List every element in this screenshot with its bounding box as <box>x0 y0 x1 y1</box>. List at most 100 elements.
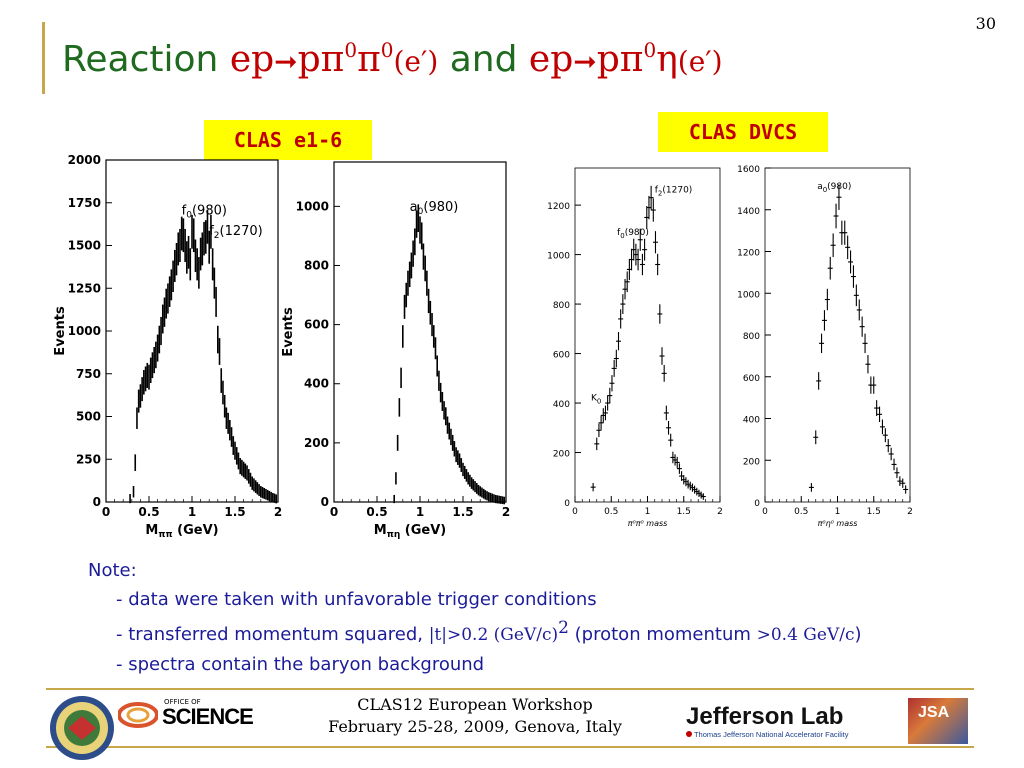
label-clas-e16: CLAS e1-6 <box>204 120 372 160</box>
chart1-x-axis-label-sub: ππ <box>158 530 172 540</box>
chart1-x-tick-label: 1 <box>188 505 196 519</box>
chart1-x-tick-label: 0 <box>102 505 110 519</box>
chart3-frame <box>574 167 721 503</box>
chart4-x-tick-label: 0.5 <box>794 507 808 517</box>
note-line-2: - transferred momentum squared, |t|>0.2 … <box>88 614 862 650</box>
chart2-annotation-sub: 0 <box>418 207 424 217</box>
chart1-annotation-rest: (980) <box>192 204 227 219</box>
chart2-annotation: a0(980) <box>410 200 459 217</box>
chart2-x-tick-label: 0.5 <box>366 505 387 519</box>
chart2-y-tick-label: 600 <box>304 318 329 332</box>
chart1-x-tick-label: 2 <box>274 505 282 519</box>
note-line-2-b: |t|>0.2 (GeV/c) <box>428 625 559 645</box>
chart3-x-tick-label: 0 <box>572 507 578 517</box>
chart1-annotation-main: f <box>209 224 214 239</box>
chart3-y-tick-label: 200 <box>553 450 570 460</box>
chart4-y-tick-label: 1000 <box>737 290 760 300</box>
slide-title: Reaction ep➞pπ0π0(e′) and ep➞pπ0η(e′) <box>62 38 723 80</box>
chart3-y-tick-label: 600 <box>553 351 570 361</box>
jsa-label: JSA <box>918 704 950 721</box>
chart3-x-tick-label: 2 <box>717 507 723 517</box>
chart3-x-tick-label: 0.5 <box>604 507 618 517</box>
chart1-annotation-main: f <box>182 204 187 219</box>
chart4-annotation-main: a <box>817 182 823 192</box>
reaction2-rhs-a: pπ <box>596 39 644 80</box>
chart3-y-tick-label: 800 <box>553 301 570 311</box>
chart1-annotation-rest: (1270) <box>220 224 263 239</box>
reaction1-sup1: 0 <box>344 38 358 62</box>
jefferson-lab-logo: Jefferson Lab Thomas Jefferson National … <box>686 704 906 744</box>
charts-area: 0 0.5 1 1.5 2025050075010001250150017502000E… <box>53 153 913 540</box>
chart3-annotation: f2(1270) <box>655 186 693 198</box>
chart2-x-axis-label-main: M <box>374 523 387 538</box>
chart3-y-tick-label: 400 <box>553 400 570 410</box>
chart4-y-tick-label: 400 <box>743 416 760 426</box>
chart3-y-tick-label: 1200 <box>547 202 570 212</box>
doe-seal-logo <box>50 696 114 760</box>
chart4-annotation: a0(980) <box>817 182 851 194</box>
note-line-1: - data were taken with unfavorable trigg… <box>116 589 597 610</box>
chart1-y-axis-label: Events <box>53 306 68 356</box>
chart3-annotation-rest: (980) <box>625 228 649 238</box>
label-clas-dvcs: CLAS DVCS <box>658 112 828 152</box>
science-label: SCIENCE <box>162 704 254 729</box>
chart1-annotation: f2(1270) <box>209 224 263 241</box>
chart2-y-axis-label: Events <box>281 307 296 357</box>
chart2-y-tick-label: 200 <box>304 436 329 450</box>
chart1-annotation-sub: 0 <box>186 211 192 221</box>
reaction1-arrow-icon: ➞ <box>274 45 298 78</box>
chart1-x-axis-label-unit: (GeV) <box>173 523 219 538</box>
chart3-x-tick-label: 1.5 <box>677 507 691 517</box>
chart4-y-tick-label: 800 <box>743 332 760 342</box>
footer-rule-bottom <box>46 746 974 748</box>
reaction1-rhs-a: pπ <box>297 39 345 80</box>
chart3-x-axis-label: π⁰π⁰ mass <box>628 519 668 528</box>
chart4-x-axis-label: π⁰η⁰ mass <box>818 519 858 528</box>
chart2-x-axis-label-unit: (GeV) <box>400 523 446 538</box>
reaction2-rhs-b: η <box>656 39 678 80</box>
chart1-y-tick-label: 750 <box>76 367 101 381</box>
note-line-3: - spectra contain the baryon background <box>116 654 485 675</box>
chart4-annotation-sub: 0 <box>823 186 827 194</box>
chart1-y-tick-label: 1500 <box>68 239 101 253</box>
chart2-x-tick-label: 1 <box>416 505 424 519</box>
reaction2-arrow-icon: ➞ <box>573 45 597 78</box>
chart3-annotation: f0(980) <box>617 228 649 240</box>
reaction1-lhs: ep <box>229 39 275 80</box>
page-number: 30 <box>975 14 996 33</box>
footer-line-1: CLAS12 European Workshop <box>357 695 593 714</box>
chart4-annotation-rest: (980) <box>827 182 851 192</box>
note-line-2-c: (proton momentum <box>568 624 757 645</box>
footer-line-2: February 25-28, 2009, Genova, Italy <box>328 717 622 736</box>
chart1-y-tick-label: 1250 <box>68 281 101 295</box>
chart1-x-axis-label-main: M <box>145 523 158 538</box>
footer-text: CLAS12 European Workshop February 25-28,… <box>305 694 645 738</box>
jlab-dot-icon <box>686 731 692 737</box>
chart1-y-tick-label: 250 <box>76 452 101 466</box>
chart2-x-tick-label: 2 <box>502 505 510 519</box>
title-accent-line <box>42 22 45 94</box>
note-line-2-a: - transferred momentum squared, <box>116 624 429 645</box>
chart2-x-axis-label-sub: πη <box>387 530 401 540</box>
notes-block: Note: - data were taken with unfavorable… <box>88 556 862 679</box>
reaction2-tail: (e′) <box>677 45 723 78</box>
reaction1-rhs-b: π <box>357 39 381 80</box>
reaction1-tail: (e′) <box>393 45 439 78</box>
chart2-x-axis-label: Mπη (GeV) <box>374 523 446 540</box>
chart3-annotation: K0 <box>591 394 601 406</box>
chart4-y-tick-label: 1600 <box>737 165 760 175</box>
chart2-y-tick-label: 800 <box>304 258 329 272</box>
chart1-annotation-sub: 2 <box>214 231 220 241</box>
chart2-x-tick-label: 1.5 <box>452 505 473 519</box>
chart4-x-tick-label: 1.5 <box>867 507 881 517</box>
chart1-y-tick-label: 2000 <box>68 153 101 167</box>
notes-heading: Note: <box>88 560 137 581</box>
chart1-y-tick-label: 0 <box>93 495 101 509</box>
note-line-2-d: >0.4 GeV/c <box>756 625 855 645</box>
reaction2-lhs: ep <box>528 39 574 80</box>
chart3-annotation-main: f <box>617 228 621 238</box>
office-of-label: OFFICE OF <box>164 698 201 706</box>
chart1-y-tick-label: 1000 <box>68 324 101 338</box>
chart1-y-tick-label: 500 <box>76 410 101 424</box>
chart1-y-tick-label: 1750 <box>68 196 101 210</box>
